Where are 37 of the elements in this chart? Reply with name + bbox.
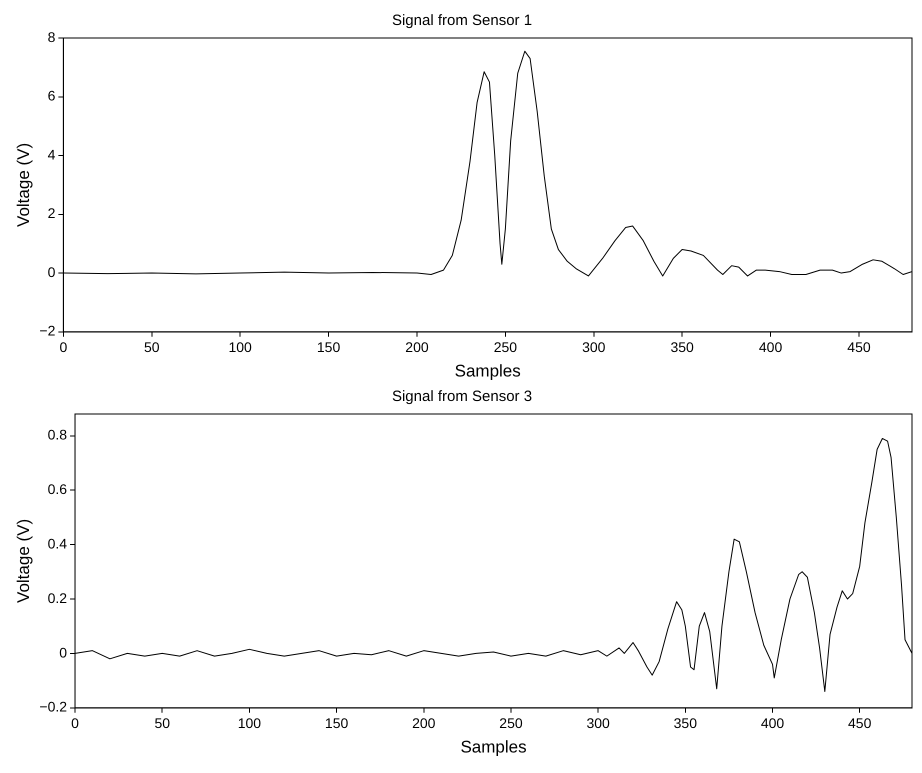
y-axis-title: Voltage (V) (14, 518, 33, 603)
chart-title: Signal from Sensor 1 (392, 12, 532, 30)
x-tick-label: 450 (848, 715, 872, 732)
x-tick-label: 300 (582, 339, 606, 356)
x-tick-label: 100 (238, 715, 262, 732)
x-tick-label: 400 (758, 339, 782, 356)
y-axis-title: Voltage (V) (14, 142, 33, 227)
x-tick-label: 350 (670, 339, 694, 356)
y-tick-label: −2 (39, 322, 56, 339)
x-tick-label: 400 (760, 715, 784, 732)
y-tick-label: 0.6 (48, 481, 68, 498)
x-tick-label: 350 (674, 715, 698, 732)
x-tick-label: 0 (71, 715, 80, 732)
x-tick-label: 200 (405, 339, 429, 356)
x-tick-label: 200 (412, 715, 436, 732)
x-tick-label: 150 (316, 339, 340, 356)
y-tick-label: 0 (59, 644, 68, 660)
x-tick-label: 100 (228, 339, 252, 356)
y-tick-label: 2 (48, 205, 56, 222)
x-axis-title: Samples (460, 737, 527, 756)
x-tick-label: 300 (586, 715, 610, 732)
x-axis-title: Samples (454, 361, 521, 380)
x-tick-label: 150 (324, 715, 348, 732)
y-tick-label: 0.8 (48, 426, 68, 443)
x-tick-label: 250 (494, 339, 518, 356)
chart-title: Signal from Sensor 3 (392, 388, 532, 406)
x-tick-label: 50 (144, 339, 160, 356)
x-tick-label: 50 (154, 715, 170, 732)
y-tick-label: 0.2 (48, 590, 68, 606)
y-tick-label: 4 (48, 146, 56, 162)
y-tick-label: 0.4 (48, 535, 68, 552)
x-tick-label: 450 (847, 339, 871, 356)
y-tick-label: 6 (48, 88, 56, 104)
y-tick-label: 8 (48, 28, 56, 45)
x-tick-label: 250 (499, 715, 523, 732)
y-tick-label: −0.2 (39, 698, 68, 715)
y-tick-label: 0 (48, 264, 56, 280)
